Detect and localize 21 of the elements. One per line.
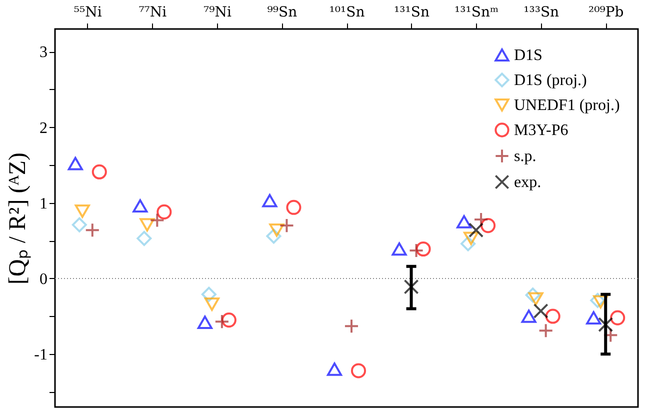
y-tick-label: 1 <box>40 195 48 212</box>
y-tick-label: 3 <box>40 44 48 62</box>
x-tick-label: ¹³³Sn <box>524 4 560 20</box>
x-tick-label: ¹⁰¹Sn <box>329 4 365 20</box>
y-tick-label: 0 <box>40 270 48 288</box>
legend-label: s.p. <box>514 148 536 165</box>
x-tick-label: ⁵⁵Ni <box>74 4 102 20</box>
x-tick-label: ¹³¹Snᵐ <box>454 4 499 20</box>
legend-label: UNEDF1 (proj.) <box>514 97 620 114</box>
legend-label: exp. <box>514 174 542 191</box>
x-tick-label: ⁷⁹Ni <box>203 4 232 20</box>
y-tick-label: -1 <box>34 346 48 364</box>
x-tick-label: ¹³¹Sn <box>394 4 430 20</box>
legend-label: D1S (proj.) <box>514 72 587 89</box>
y-axis-title: [Qₚ / R²] (ᴬZ) <box>5 152 32 284</box>
x-tick-label: ⁹⁹Sn <box>267 4 298 20</box>
y-tick-label: 2 <box>40 120 48 137</box>
legend-label: D1S <box>514 47 542 64</box>
legend-label: M3Y-P6 <box>514 122 568 139</box>
x-tick-label: ²⁰⁹Pb <box>588 4 624 20</box>
x-tick-label: ⁷⁷Ni <box>138 4 168 20</box>
